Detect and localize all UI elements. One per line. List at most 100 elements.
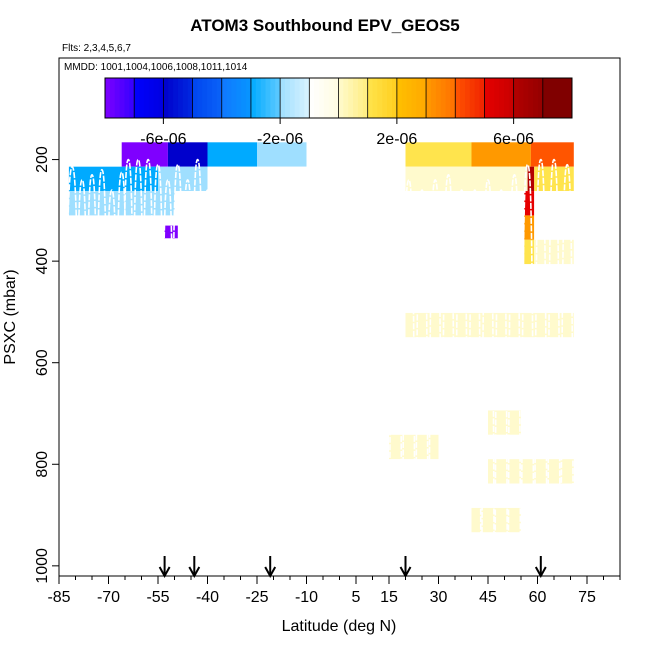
heatmap-cell [207, 166, 406, 192]
flight-profile-line [402, 179, 416, 546]
colorbar-swatch [557, 78, 563, 118]
colorbar-swatch [323, 78, 330, 118]
flight-profile-line [322, 209, 337, 546]
colorbar-swatch [280, 78, 286, 118]
colorbar-swatch [392, 78, 398, 118]
colorbar-swatch [450, 78, 456, 118]
flight-profile-line [161, 179, 175, 546]
flight-profile-line [454, 189, 469, 546]
flight-profile-line [309, 204, 324, 541]
x-axis-label: Latitude (deg N) [282, 618, 397, 635]
colorbar-swatch [455, 78, 461, 118]
colorbar-swatch [528, 78, 534, 118]
flight-profile-line [428, 179, 442, 536]
colorbar-swatch [187, 78, 194, 118]
heatmap-cell [167, 142, 208, 167]
heatmap-cell [530, 142, 574, 167]
flight-profile-line [547, 158, 561, 546]
heatmap-cell [68, 312, 406, 338]
colorbar-tick-label: -2e-06 [257, 131, 303, 148]
colorbar-swatch [139, 78, 145, 118]
flight-profile-line [246, 224, 261, 531]
colorbar-swatch [148, 78, 155, 118]
heatmap-cell [527, 166, 535, 192]
colorbar-swatch [484, 78, 490, 118]
colorbar-swatch [508, 78, 515, 118]
colorbar-swatch [435, 78, 442, 118]
colorbar-swatch [163, 78, 169, 118]
colorbar-swatch [338, 78, 344, 118]
flight-profile-line [65, 165, 79, 363]
colorbar-swatch [221, 78, 228, 118]
colorbar-swatch [143, 78, 150, 118]
x-tick-label: -85 [47, 589, 70, 606]
mmdd-label: MMDD: 1001,1004,1006,1008,1011,1014 [64, 62, 248, 73]
heatmap-cell [471, 507, 521, 533]
flight-profile-line [131, 158, 145, 541]
y-tick-label: 200 [34, 146, 51, 173]
colorbar-swatch [177, 78, 184, 118]
colorbar-swatch [542, 78, 549, 118]
colorbar-swatch [304, 78, 310, 118]
x-tick-label: -70 [97, 589, 120, 606]
heatmap-cell [534, 239, 574, 265]
colorbar-swatch [309, 78, 315, 118]
colorbar-swatch [416, 78, 422, 118]
colorbar-swatch [119, 78, 125, 118]
colorbar-swatch [445, 78, 451, 118]
heatmap-cell [68, 483, 574, 508]
colorbar-swatch [377, 78, 383, 118]
flight-profile-line [362, 194, 376, 546]
colorbar-swatch [479, 78, 485, 118]
colorbar-swatch [260, 78, 267, 118]
colorbar-swatch [328, 78, 335, 118]
heatmap-cell [257, 142, 307, 167]
colorbar-swatch [289, 78, 296, 118]
colorbar-swatch [357, 78, 364, 118]
colorbar-tick-label: -6e-06 [140, 131, 186, 148]
profile-layer [65, 156, 574, 546]
colorbar-swatch [284, 78, 291, 118]
flights-label: Flts: 2,3,4,5,6,7 [62, 43, 131, 54]
heatmap-cell [75, 532, 574, 549]
colorbar-swatch [153, 78, 160, 118]
colorbar-swatch [202, 78, 208, 118]
colorbar-swatch [265, 78, 271, 118]
x-axis: -85 -70 -55 -40 -25 -10 5 15 30 45 60 75 [47, 576, 621, 606]
colorbar-swatch [212, 78, 218, 118]
flight-profile-line [560, 163, 574, 536]
heatmap-cell [471, 142, 531, 167]
colorbar-swatch [469, 78, 476, 118]
colorbar-swatch [430, 78, 437, 118]
colorbar-swatch [314, 78, 320, 118]
x-tick-label: 5 [352, 589, 361, 606]
x-tick-label: -40 [196, 589, 219, 606]
flight-profile-line [114, 171, 129, 546]
heatmap-cell [534, 215, 574, 240]
y-axis-label: PSXC (mbar) [2, 269, 19, 364]
heatmap-cell [524, 191, 535, 216]
colorbar-swatch [411, 78, 417, 118]
colorbar-swatch [343, 78, 349, 118]
colorbar-swatch [367, 78, 374, 118]
colorbar-swatch [241, 78, 247, 118]
colorbar-swatch [129, 78, 135, 118]
colorbar-tick-label: 2e-06 [376, 131, 417, 148]
flight-profile-line [85, 174, 99, 531]
flight-profile-line [441, 174, 456, 546]
colorbar-swatch [489, 78, 495, 118]
y-tick-label: 600 [34, 349, 51, 376]
colorbar-swatch [382, 78, 388, 118]
colorbar-swatch [421, 78, 427, 118]
colorbar-swatch [426, 78, 432, 118]
colorbar-swatch [406, 78, 412, 118]
colorbar-swatch [518, 78, 524, 118]
colorbar-swatch [523, 78, 529, 118]
x-tick-label: 45 [479, 589, 497, 606]
flight-profile-line [75, 179, 89, 546]
colorbar-swatch [396, 78, 403, 118]
colorbar-swatch [207, 78, 213, 118]
colorbar-swatch [114, 78, 121, 118]
colorbar-swatch [124, 78, 130, 118]
